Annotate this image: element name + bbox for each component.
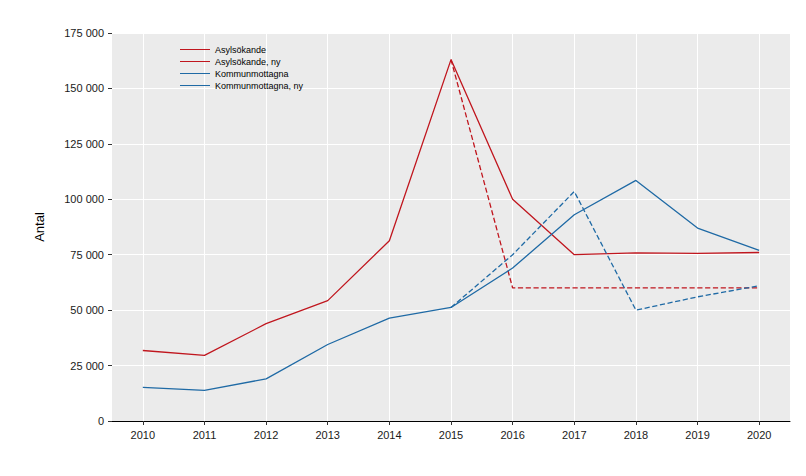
svg-text:100 000: 100 000: [64, 193, 104, 205]
svg-text:Kommunmottagna, ny: Kommunmottagna, ny: [215, 81, 304, 91]
svg-text:50 000: 50 000: [70, 304, 104, 316]
svg-text:Antal: Antal: [32, 212, 47, 242]
svg-text:0: 0: [98, 415, 104, 427]
svg-text:75 000: 75 000: [70, 249, 104, 261]
svg-text:Asylsökande: Asylsökande: [215, 45, 266, 55]
svg-text:2011: 2011: [193, 429, 217, 441]
svg-text:2018: 2018: [624, 429, 648, 441]
svg-text:2015: 2015: [439, 429, 463, 441]
svg-text:2013: 2013: [315, 429, 339, 441]
svg-text:175 000: 175 000: [64, 27, 104, 39]
svg-text:Asylsökande, ny: Asylsökande, ny: [215, 57, 281, 67]
svg-text:25 000: 25 000: [70, 360, 104, 372]
svg-text:2019: 2019: [685, 429, 709, 441]
svg-text:Kommunmottagna: Kommunmottagna: [215, 69, 289, 79]
svg-text:2010: 2010: [131, 429, 155, 441]
svg-text:2012: 2012: [254, 429, 278, 441]
svg-text:2014: 2014: [377, 429, 401, 441]
svg-text:2016: 2016: [500, 429, 524, 441]
svg-text:2020: 2020: [747, 429, 771, 441]
svg-text:125 000: 125 000: [64, 138, 104, 150]
svg-text:2017: 2017: [562, 429, 586, 441]
svg-text:150 000: 150 000: [64, 82, 104, 94]
